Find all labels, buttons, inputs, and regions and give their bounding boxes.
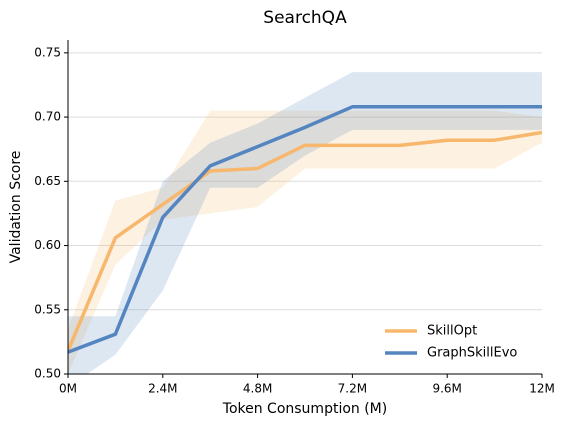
x-tick-label: 2.4M [148,382,177,396]
legend: SkillOpt GraphSkillEvo [385,324,517,361]
y-axis-label: Validation Score [8,151,24,264]
x-tick-label: 7.2M [338,382,367,396]
series-line [68,105,542,354]
x-tick-label: 0M [59,382,77,396]
plot-area [68,72,542,374]
y-tick-label: 0.70 [34,110,61,124]
y-tick-label: 0.60 [34,238,61,252]
y-tick-label: 0.55 [34,302,61,316]
x-tick-label: 12M [529,382,555,396]
legend-label: GraphSkillEvo [427,346,517,361]
chart-title: SearchQA [263,8,347,28]
x-axis-label: Token Consumption (M) [222,401,387,417]
y-tick-label: 0.75 [34,45,61,59]
legend-label: SkillOpt [427,324,477,339]
y-tick-label: 0.50 [34,367,61,381]
x-tick-label: 4.8M [243,382,272,396]
confidence-band [68,110,542,374]
confidence-band [68,72,542,374]
x-tick-label: 9.6M [432,382,461,396]
series-line [68,130,542,352]
y-tick-label: 0.65 [34,174,61,188]
